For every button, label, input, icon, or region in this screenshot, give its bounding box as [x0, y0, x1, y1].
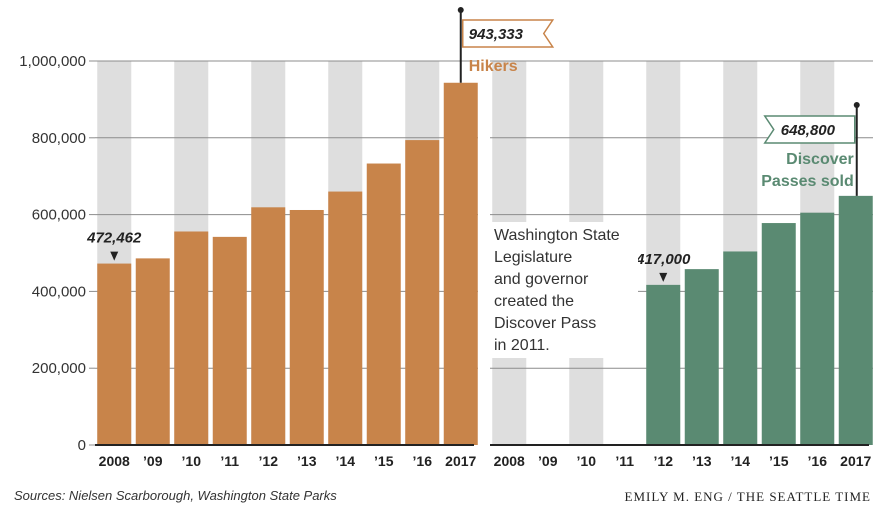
- annotation-line: Washington State: [494, 227, 620, 244]
- pointer-arrow: [659, 272, 668, 282]
- bar: [684, 269, 719, 445]
- bar: [443, 82, 478, 445]
- value-label: 472,462: [86, 230, 142, 247]
- y-tick-label: 200,000: [32, 360, 86, 377]
- y-tick-label: 400,000: [32, 283, 86, 300]
- value-flag: [763, 115, 856, 144]
- x-tick-label: ’13: [692, 453, 712, 469]
- value-flag: [462, 19, 555, 48]
- bar: [646, 284, 681, 445]
- bar: [761, 223, 796, 445]
- bars: [97, 82, 873, 445]
- flag-pole-dot: [853, 102, 860, 108]
- x-tick-label: ’12: [654, 453, 674, 469]
- x-tick-label: ’10: [182, 453, 202, 469]
- bar: [289, 209, 324, 445]
- pointer-arrow: [110, 251, 119, 261]
- labels: 0 200,000 400,000 600,000 800,000 1,000,000 20…: [19, 7, 872, 469]
- bar: [838, 195, 873, 445]
- y-tick-label: 1,000,000: [19, 53, 86, 70]
- bar: [723, 251, 758, 445]
- x-tick-label: ’14: [336, 453, 356, 469]
- annotation-line: in 2011.: [494, 337, 550, 354]
- x-tick-label: ’14: [731, 453, 751, 469]
- series-label: Passes sold: [761, 173, 854, 190]
- bar: [405, 140, 440, 445]
- x-tick-label: ’16: [413, 453, 433, 469]
- bar: [174, 231, 209, 445]
- x-tick-label: ’16: [808, 453, 828, 469]
- annotation-line: and governor: [494, 271, 589, 288]
- bar: [800, 212, 835, 445]
- x-tick-label: ’15: [769, 453, 789, 469]
- annotation-backdrop: [488, 222, 638, 358]
- value-label: 943,333: [469, 26, 524, 43]
- x-tick-label: 2017: [445, 453, 476, 469]
- x-tick-label: ’10: [577, 453, 597, 469]
- x-tick-label: ’09: [538, 453, 558, 469]
- series-label: Hikers: [469, 58, 518, 75]
- value-label: 417,000: [635, 251, 691, 268]
- x-tick-label: 2008: [99, 453, 130, 469]
- x-tick-label: ’15: [374, 453, 394, 469]
- x-tick-label: 2008: [494, 453, 525, 469]
- y-tick-label: 0: [78, 437, 86, 454]
- bar: [251, 207, 286, 445]
- value-label: 648,800: [781, 122, 836, 139]
- flag-pole-dot: [457, 7, 464, 13]
- x-tick-label: ’11: [220, 453, 239, 469]
- x-tick-label: ’13: [297, 453, 317, 469]
- y-tick-label: 600,000: [32, 207, 86, 224]
- series-label: Discover: [786, 151, 854, 168]
- bar: [212, 236, 247, 445]
- x-tick-label: ’12: [259, 453, 279, 469]
- annotation-line: Legislature: [494, 249, 572, 266]
- x-tick-label: 2017: [840, 453, 871, 469]
- x-tick-label: ’09: [143, 453, 163, 469]
- bar: [135, 258, 170, 445]
- credit-line: EMILY M. ENG / THE SEATTLE TIME: [624, 489, 871, 504]
- y-tick-label: 800,000: [32, 130, 86, 147]
- bar: [97, 263, 132, 445]
- bar: [328, 191, 363, 445]
- annotation-line: Discover Pass: [494, 315, 596, 332]
- x-tick-label: ’11: [615, 453, 634, 469]
- bar: [366, 163, 401, 445]
- source-note: Sources: Nielsen Scarborough, Washington…: [14, 488, 337, 503]
- annotation-line: created the: [494, 293, 574, 310]
